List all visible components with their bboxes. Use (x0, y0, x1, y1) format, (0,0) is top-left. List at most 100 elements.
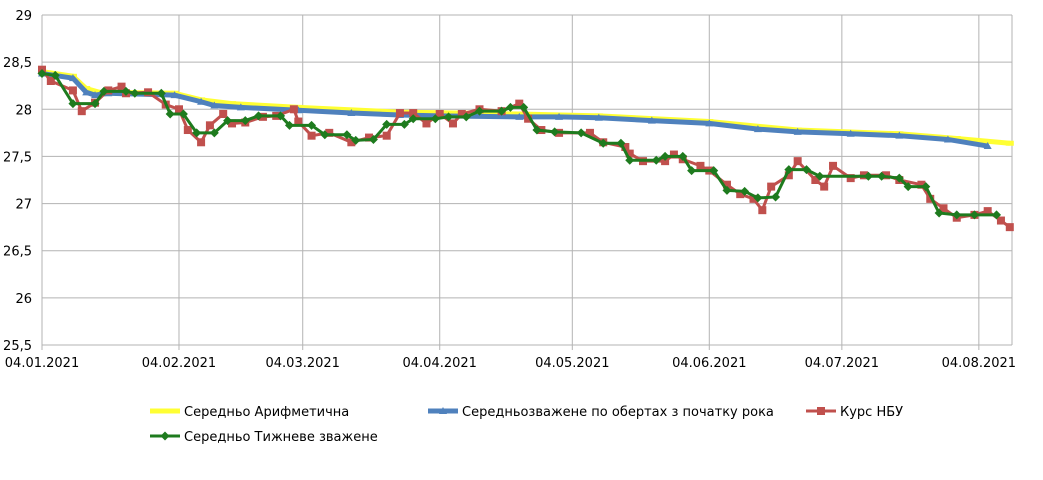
data-point (515, 99, 524, 108)
data-point (921, 182, 931, 192)
data-point (740, 186, 750, 196)
data-point (170, 91, 179, 99)
series-group (37, 65, 1014, 232)
data-point (758, 206, 767, 215)
data-point (625, 155, 635, 165)
data-point (705, 119, 714, 127)
data-point (811, 176, 820, 184)
data-point (969, 210, 979, 220)
data-point (192, 128, 202, 138)
legend-label: Середньо Арифметична (184, 405, 349, 420)
data-point (983, 207, 992, 216)
legend: Середньо Арифметична Середньозважене по о… (150, 405, 903, 445)
data-point (903, 182, 913, 192)
axes: 25,5 26 26,5 27 27,5 28 28,5 29 04.01.2021 04.02.… (3, 9, 1016, 371)
x-tick-label: 04.05.2021 (535, 356, 609, 371)
data-point (829, 161, 838, 170)
data-point (82, 88, 91, 96)
data-point (307, 120, 317, 130)
data-point (130, 88, 140, 98)
x-tick-label: 04.04.2021 (403, 356, 477, 371)
data-point (435, 110, 444, 118)
data-point (749, 194, 758, 203)
x-tick-label: 04.01.2021 (5, 356, 79, 371)
data-point (550, 127, 560, 137)
data-point (722, 185, 732, 195)
data-point (444, 112, 454, 122)
data-point (46, 77, 55, 85)
data-point (625, 149, 634, 158)
legend-marker (817, 407, 825, 415)
data-point (382, 131, 391, 140)
data-point (347, 109, 356, 117)
data-point (926, 194, 935, 203)
data-point (228, 101, 237, 107)
data-point (784, 171, 793, 180)
data-point (197, 97, 206, 105)
data-point (197, 138, 206, 147)
data-point (395, 109, 404, 118)
data-point (205, 121, 214, 130)
data-point (254, 111, 264, 121)
data-point (519, 102, 529, 112)
data-point (399, 119, 409, 129)
data-point (68, 99, 78, 109)
data-point (99, 86, 109, 96)
data-point (515, 112, 524, 120)
x-tick-label: 04.07.2021 (805, 356, 879, 371)
legend-label: Середньо Тижневе зважене (184, 430, 378, 445)
y-tick-label: 26 (15, 292, 32, 307)
data-point (576, 128, 586, 138)
data-point (289, 105, 298, 114)
data-point (68, 86, 77, 95)
data-point (661, 157, 670, 166)
legend-label: Курс НБУ (840, 405, 903, 420)
data-point (209, 128, 219, 138)
data-point (846, 129, 855, 137)
data-point (877, 171, 887, 181)
data-point (736, 190, 745, 199)
data-point (320, 130, 330, 140)
legend-marker (160, 431, 170, 441)
data-point (165, 109, 175, 119)
data-point (307, 131, 316, 140)
data-point (939, 204, 948, 213)
data-point (448, 119, 457, 128)
data-point (422, 119, 431, 128)
data-point (943, 135, 952, 143)
data-point (294, 117, 303, 126)
data-point (210, 101, 219, 109)
data-point (863, 171, 873, 181)
data-point (709, 166, 719, 176)
data-point (696, 161, 705, 170)
data-point (276, 111, 286, 121)
data-point (647, 116, 656, 124)
data-point (368, 134, 378, 144)
x-tick-label: 04.03.2021 (266, 356, 340, 371)
data-point (1005, 223, 1014, 232)
data-point (240, 116, 250, 126)
data-point (1005, 140, 1014, 146)
data-point (917, 180, 926, 189)
data-point (722, 180, 731, 189)
y-tick-label: 27,5 (3, 150, 32, 165)
data-point (382, 119, 392, 129)
data-point (660, 151, 670, 161)
data-point (669, 150, 678, 159)
data-point (524, 114, 533, 123)
data-point (77, 107, 86, 116)
data-point (351, 135, 361, 145)
data-point (753, 125, 762, 133)
data-point (223, 116, 233, 126)
data-point (50, 70, 60, 80)
data-point (793, 127, 802, 135)
data-point (347, 138, 356, 147)
data-point (365, 133, 374, 142)
legend-label: Середньозважене по обертах з початку рок… (462, 405, 774, 420)
x-tick-label: 04.02.2021 (142, 356, 216, 371)
data-point (687, 166, 697, 176)
y-tick-label: 28 (15, 103, 32, 118)
data-point (37, 68, 47, 78)
data-point (767, 182, 776, 191)
